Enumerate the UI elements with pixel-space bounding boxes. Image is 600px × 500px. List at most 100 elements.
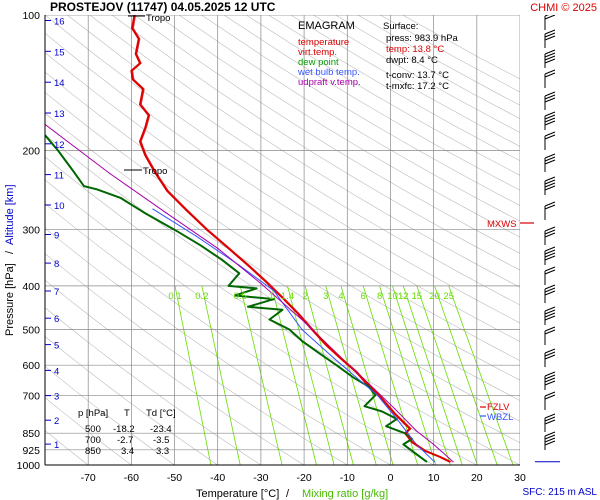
series-point: [154, 172, 156, 174]
surface-tmxfc: t-mxfc: 17.2 °C: [386, 81, 449, 92]
level-markers: MXWS FZLV WBZL: [480, 219, 534, 423]
mixing-ratio-line: [340, 285, 394, 465]
wind-barb: [544, 69, 556, 88]
series-point: [359, 380, 361, 382]
mixing-ratio-label: 20: [429, 291, 440, 302]
fzlv-label: FZLV: [487, 402, 510, 413]
temperature-tick-label: 0: [388, 472, 394, 484]
series-point: [130, 70, 132, 72]
temperature-tick-label: 20: [471, 472, 483, 484]
legend-item-wet-bulb: wet bulb temp.: [297, 67, 360, 78]
series-point: [144, 154, 146, 156]
series-point: [381, 410, 383, 412]
mixing-ratio-line: [201, 285, 241, 465]
y-axis-title: Pressure [hPa] / Altitude [km]: [4, 184, 16, 336]
grid: [45, 15, 520, 465]
temperature-tick-label: -20: [297, 472, 312, 484]
wind-barb: [544, 111, 556, 130]
y-axis-label-pressure: Pressure [hPa]: [4, 263, 16, 336]
altitude-tick-label: 12: [54, 140, 65, 151]
legend-item-dew-point: dew point: [298, 57, 339, 68]
altitude-tick-label: 1: [54, 440, 59, 451]
surface-info: Surface: press: 983.9 hPa temp: 13.8 °C …: [383, 21, 459, 92]
wind-barb: [544, 306, 556, 325]
series-point: [374, 394, 376, 396]
series-point: [148, 114, 150, 116]
x-axis-label-mix: Mixing ratio [g/kg]: [302, 488, 388, 500]
mixing-ratio-labels: 0.1 0.2 0.5 1 1.4 2 3 4 6 8 10 12 15 20 25: [168, 291, 454, 302]
table-cell: -18.2: [113, 424, 135, 435]
series-point: [281, 309, 284, 311]
series-point: [256, 287, 258, 289]
wind-barb: [544, 284, 556, 303]
dry-adiabat: [89, 15, 520, 288]
mixing-ratio-line: [304, 285, 354, 465]
pressure-tick-label: 500: [22, 325, 40, 337]
series-point: [143, 212, 145, 214]
wind-barb: [544, 431, 556, 450]
wbzl-label: WBZL: [487, 412, 513, 423]
mixing-ratio-line: [402, 285, 463, 465]
series-point: [288, 328, 290, 331]
altitude-tick-label: 9: [54, 231, 59, 242]
surface-dwpt: dwpt: 8.4 °C: [386, 55, 438, 66]
series-point: [335, 364, 338, 366]
mixing-ratio-label: 1: [269, 291, 274, 302]
series-point: [57, 149, 59, 152]
mixing-ratio-line: [174, 285, 212, 465]
altitude-tick-label: 6: [54, 314, 59, 325]
series-point: [109, 172, 111, 175]
mixing-ratio-line: [448, 285, 514, 465]
mixing-ratio-label: 8: [377, 291, 382, 302]
altitude-tick-label: 4: [54, 366, 59, 377]
legend-title: EMAGRAM: [298, 20, 355, 32]
x-axis-label-sep: /: [286, 488, 290, 500]
series-point: [268, 318, 271, 321]
altitude-tick-label: 11: [54, 171, 64, 182]
credit-label: CHMI © 2025: [530, 2, 597, 14]
dry-adiabat: [201, 15, 520, 206]
series-point: [132, 78, 134, 80]
temperature-tick-label: 30: [514, 472, 526, 484]
surface-title: Surface:: [383, 21, 418, 32]
series-point: [135, 53, 137, 55]
series-point: [247, 306, 249, 308]
wind-barb: [544, 49, 556, 68]
tropo-label-lower: Tropo: [143, 166, 167, 177]
legend-item-updraft: udpraft v.temp.: [298, 77, 361, 88]
pressure-tick-label: 1000: [17, 460, 41, 472]
x-axis-label-temp: Temperature [°C]: [196, 488, 279, 500]
table-cell: -3.5: [153, 435, 169, 446]
altitude-tick-label: 2: [54, 416, 59, 427]
series-point: [165, 212, 167, 214]
wind-barb: [544, 266, 556, 285]
legend: EMAGRAM temperature virt.temp. dew point…: [297, 20, 361, 88]
mixing-ratio-label: 10: [387, 291, 398, 302]
wind-barb: [544, 371, 556, 390]
altitude-tick-label: 13: [54, 109, 65, 120]
wind-barb: [544, 246, 556, 265]
temperature-tick-label: 10: [428, 472, 440, 484]
series-point: [301, 340, 303, 342]
mixing-ratio-label: 2: [302, 291, 307, 302]
mxws-label: MXWS: [487, 219, 517, 230]
temperature-tick-label: -40: [210, 472, 225, 484]
series-point: [385, 425, 387, 427]
altitude-tick-label: 14: [54, 78, 65, 89]
legend-item-virt-temp: virt.temp.: [298, 47, 337, 58]
series-point: [404, 432, 406, 434]
series-point: [131, 27, 133, 29]
altitude-tick-label: 5: [54, 341, 59, 352]
series-point: [273, 298, 275, 300]
temperature-tick-label: -50: [167, 472, 182, 484]
table-cell: 850: [85, 446, 101, 457]
dry-adiabat: [67, 15, 520, 306]
mixing-ratio-line: [287, 285, 335, 465]
mixing-ratio-label: 1.4: [281, 291, 294, 302]
dry-adiabat: [178, 15, 520, 222]
altitude-tick-label: 10: [54, 201, 65, 212]
series-point: [303, 321, 305, 323]
mixing-ratio-label: 15: [412, 291, 423, 302]
